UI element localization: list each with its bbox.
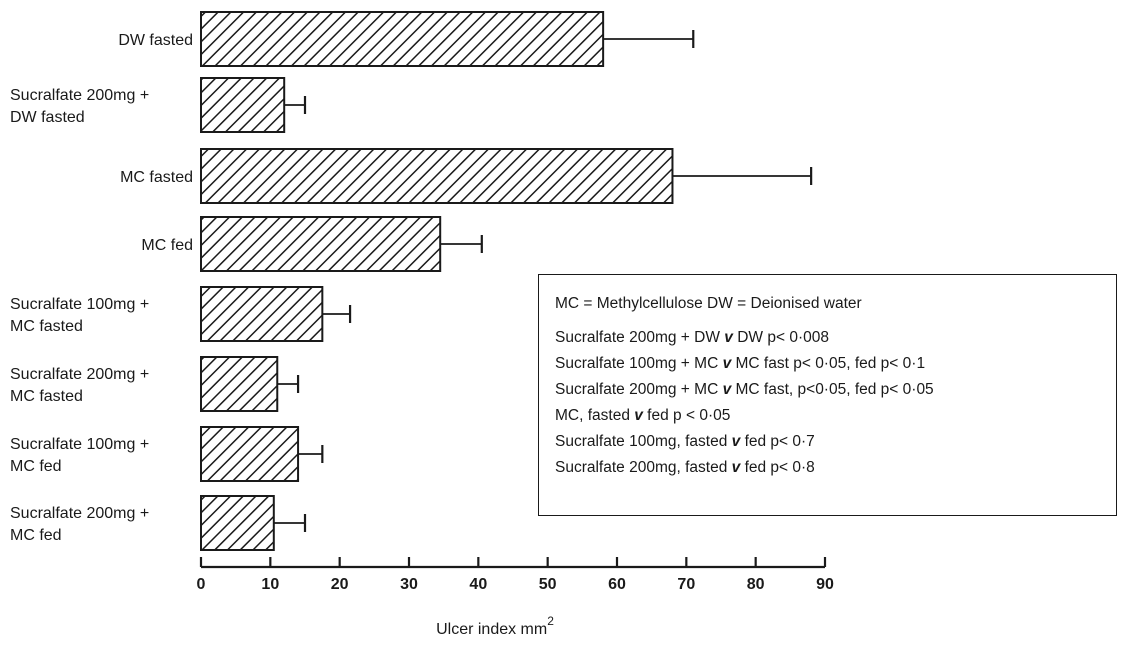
category-label: Sucralfate 200mg + MC fasted — [10, 366, 149, 405]
category-label: MC fed — [141, 237, 193, 254]
versus-symbol: v — [634, 407, 643, 424]
bar — [200, 286, 324, 342]
bar — [200, 11, 605, 67]
x-axis: 0 10 20 30 40 50 60 70 80 90 — [197, 557, 834, 593]
category-label: Sucralfate 200mg + MC fed — [10, 505, 149, 544]
x-tick-label: 30 — [400, 576, 418, 593]
versus-symbol: v — [722, 381, 732, 398]
x-axis-title: Ulcer index mm2 — [436, 614, 554, 638]
x-tick-label: 10 — [261, 576, 279, 593]
legend-line: MC = Methylcellulose DW = Deionised wate… — [555, 295, 862, 312]
bar — [200, 356, 279, 412]
category-label: Sucralfate 100mg + MC fed — [10, 436, 149, 475]
category-labels-layer: DW fasted Sucralfate 200mg + DW fasted MC f… — [10, 32, 193, 544]
legend-line: Sucralfate 200mg + MC v MC fast, p<0·05,… — [555, 381, 934, 398]
category-label: DW fasted — [118, 32, 193, 49]
x-tick-label: 70 — [677, 576, 695, 593]
x-tick-label: 90 — [816, 576, 834, 593]
x-tick-label: 20 — [331, 576, 349, 593]
category-label: MC fasted — [120, 169, 193, 186]
legend-line: Sucralfate 200mg, fasted v fed p< 0·8 — [555, 459, 815, 476]
bar — [200, 426, 300, 482]
bar — [200, 495, 275, 551]
error-bars-layer — [273, 30, 813, 532]
legend-line: Sucralfate 100mg, fasted v fed p< 0·7 — [555, 433, 815, 450]
category-label: Sucralfate 200mg + DW fasted — [10, 87, 149, 126]
bar — [200, 148, 674, 204]
legend-line: MC, fasted v fed p < 0·05 — [555, 407, 731, 424]
bar — [200, 216, 442, 272]
legend-line: Sucralfate 100mg + MC v MC fast p< 0·05,… — [555, 355, 926, 372]
legend: MC = Methylcellulose DW = Deionised wate… — [538, 274, 1117, 516]
legend-line: Sucralfate 200mg + DW v DW p< 0·008 — [555, 329, 829, 346]
x-tick-label: 60 — [608, 576, 626, 593]
x-tick-label: 80 — [747, 576, 765, 593]
versus-symbol: v — [731, 433, 741, 450]
bar — [200, 77, 286, 133]
versus-symbol: v — [722, 355, 732, 372]
x-tick-label: 40 — [469, 576, 487, 593]
x-tick-label: 50 — [539, 576, 557, 593]
category-label: Sucralfate 100mg + MC fasted — [10, 296, 149, 335]
versus-symbol: v — [724, 329, 733, 346]
versus-symbol: v — [731, 459, 741, 476]
bars-layer — [200, 11, 674, 551]
x-tick-label: 0 — [197, 576, 206, 593]
